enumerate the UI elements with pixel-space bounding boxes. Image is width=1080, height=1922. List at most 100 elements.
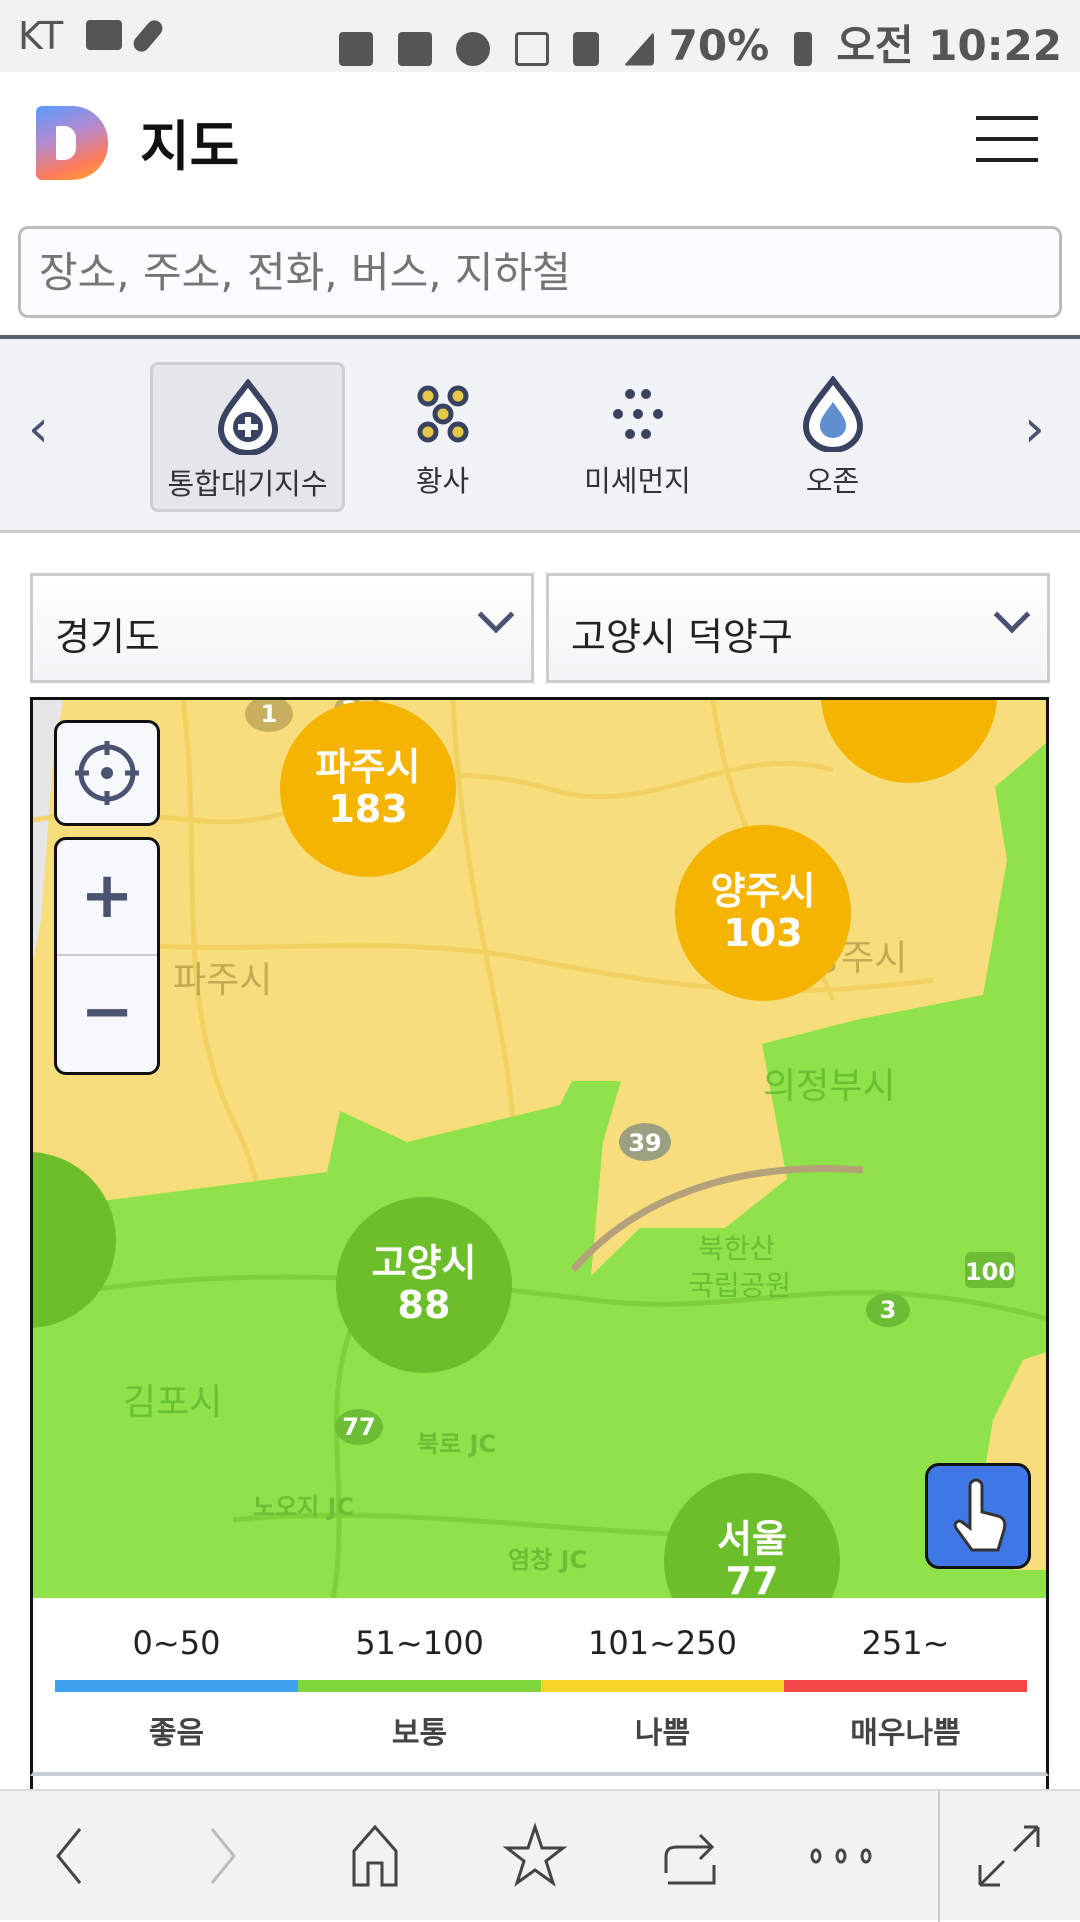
place-label: 의정부시 [763, 1066, 895, 1107]
legend-color-very-bad [784, 1680, 1027, 1692]
tab-fine-dust[interactable]: 미세먼지 [540, 362, 735, 512]
district-select[interactable]: 고양시 덕양구 [546, 573, 1050, 683]
my-location-button[interactable] [54, 720, 160, 826]
tab-yellow-dust[interactable]: 황사 [345, 362, 540, 512]
place-label: 국립공원 [688, 1269, 791, 1302]
legend-range: 251~ [861, 1624, 950, 1662]
tab-label: 황사 [415, 464, 470, 498]
jc-label: 노오지 JC [253, 1493, 354, 1521]
clock: 오전 10:22 [836, 21, 1062, 70]
chevron-right-icon[interactable]: › [1024, 399, 1045, 459]
legend-level: 좋음 [148, 1716, 205, 1751]
place-label: 파주시 [173, 960, 272, 1001]
legend-level: 보통 [391, 1716, 448, 1751]
marker-value: 88 [398, 1283, 451, 1327]
marker-name: 파주시 [316, 745, 421, 789]
jc-labels: 북로 JC 노오지 JC 염창 JC [253, 1430, 587, 1574]
message-icon [86, 20, 122, 50]
battery-saver-icon [338, 31, 373, 66]
forward-icon[interactable] [188, 1821, 258, 1891]
chevron-down-icon [993, 596, 1031, 634]
toolbar-divider [938, 1791, 940, 1922]
share-icon[interactable] [656, 1821, 726, 1891]
legend-color-good [55, 1680, 298, 1692]
yellow-dust-icon [417, 385, 468, 443]
pill-icon [130, 17, 166, 55]
chevron-down-icon [477, 596, 515, 634]
legend-range: 51~100 [355, 1624, 484, 1662]
marker-partial-left[interactable] [33, 1152, 116, 1328]
tab-label: 통합대기지수 [167, 467, 328, 501]
more-icon[interactable] [806, 1821, 876, 1891]
battery-percent: 70% [668, 21, 770, 70]
legend: 0~50 51~100 101~250 251~ 좋음 보통 나쁨 매우나쁨 [30, 1598, 1049, 1776]
river-area [33, 700, 63, 960]
marker-partial-top[interactable] [821, 700, 997, 783]
road-label: 100 [965, 1258, 1015, 1286]
fine-dust-icon [612, 389, 663, 439]
road-label: 77 [342, 1413, 375, 1441]
hd-icon [514, 31, 549, 66]
road-label: 3 [880, 1296, 897, 1324]
jc-label: 염창 JC [508, 1546, 587, 1574]
jc-label: 북로 JC [417, 1430, 496, 1458]
hand-pointer-icon [953, 1478, 1007, 1552]
tab-label: 미세먼지 [584, 464, 691, 498]
place-label: 김포시 [123, 1382, 222, 1423]
air-quality-map[interactable]: 파주시 양주시 의정부시 김포시 북한산 국립공원 1 37 39 77 3 1… [30, 697, 1049, 1598]
place-label: 북한산 [698, 1232, 775, 1265]
category-bar: ‹ 통합대기지수 황사 미세먼지 오존 › [0, 335, 1080, 533]
hamburger-menu-icon[interactable] [976, 116, 1038, 168]
drop-plus-icon [217, 379, 278, 455]
status-bar: KT 70% 오전 10:22 [0, 0, 1080, 72]
signal-icon [624, 31, 654, 66]
marker-value: 103 [723, 911, 802, 955]
legend-range: 0~50 [132, 1624, 221, 1662]
normal-zone [33, 743, 1046, 1598]
tab-ozone[interactable]: 오존 [735, 362, 930, 512]
chevron-left-icon[interactable]: ‹ [28, 399, 49, 459]
legend-level: 나쁨 [634, 1716, 691, 1751]
carrier: KT [18, 14, 64, 58]
back-icon[interactable] [34, 1821, 104, 1891]
crosshair-icon [75, 741, 139, 805]
gesture-button[interactable] [925, 1463, 1031, 1569]
road-label: 1 [261, 700, 278, 728]
railway [570, 1164, 864, 1273]
daum-logo[interactable] [36, 106, 108, 180]
province-select[interactable]: 경기도 [30, 573, 534, 683]
wifi-icon [573, 31, 600, 66]
marker-name: 고양시 [372, 1241, 477, 1285]
map-canvas[interactable]: 파주시 양주시 의정부시 김포시 북한산 국립공원 1 37 39 77 3 1… [33, 700, 1049, 1598]
legend-color-bad [541, 1680, 784, 1692]
header: 지도 [0, 72, 1080, 212]
marker-name: 양주시 [711, 869, 816, 913]
alarm-icon [456, 31, 491, 66]
legend-range: 101~250 [588, 1624, 737, 1662]
place-labels: 파주시 양주시 의정부시 김포시 북한산 국립공원 [123, 938, 907, 1423]
zoom-out-button[interactable]: − [80, 975, 134, 1049]
page-title: 지도 [140, 115, 240, 178]
ozone-drop-icon [802, 376, 863, 452]
home-icon[interactable] [340, 1821, 410, 1891]
status-right: 70% 오전 10:22 [329, 12, 1062, 73]
zoom-in-button[interactable]: + [57, 840, 157, 956]
marker-value: 77 [726, 1559, 779, 1598]
zoom-control: + − [54, 837, 160, 1075]
road-label: 39 [628, 1129, 661, 1157]
marker-name: 서울 [717, 1517, 787, 1561]
content-continuation [30, 1776, 1049, 1790]
search-input[interactable] [18, 226, 1062, 318]
bookmark-star-icon[interactable] [500, 1821, 570, 1891]
tab-label: 오존 [805, 464, 860, 498]
tab-integrated-air-index[interactable]: 통합대기지수 [150, 362, 345, 512]
marker-value: 183 [328, 787, 407, 831]
province-value: 경기도 [55, 615, 160, 659]
fullscreen-icon[interactable] [974, 1821, 1044, 1891]
district-value: 고양시 덕양구 [571, 615, 793, 659]
browser-toolbar [0, 1789, 1080, 1922]
